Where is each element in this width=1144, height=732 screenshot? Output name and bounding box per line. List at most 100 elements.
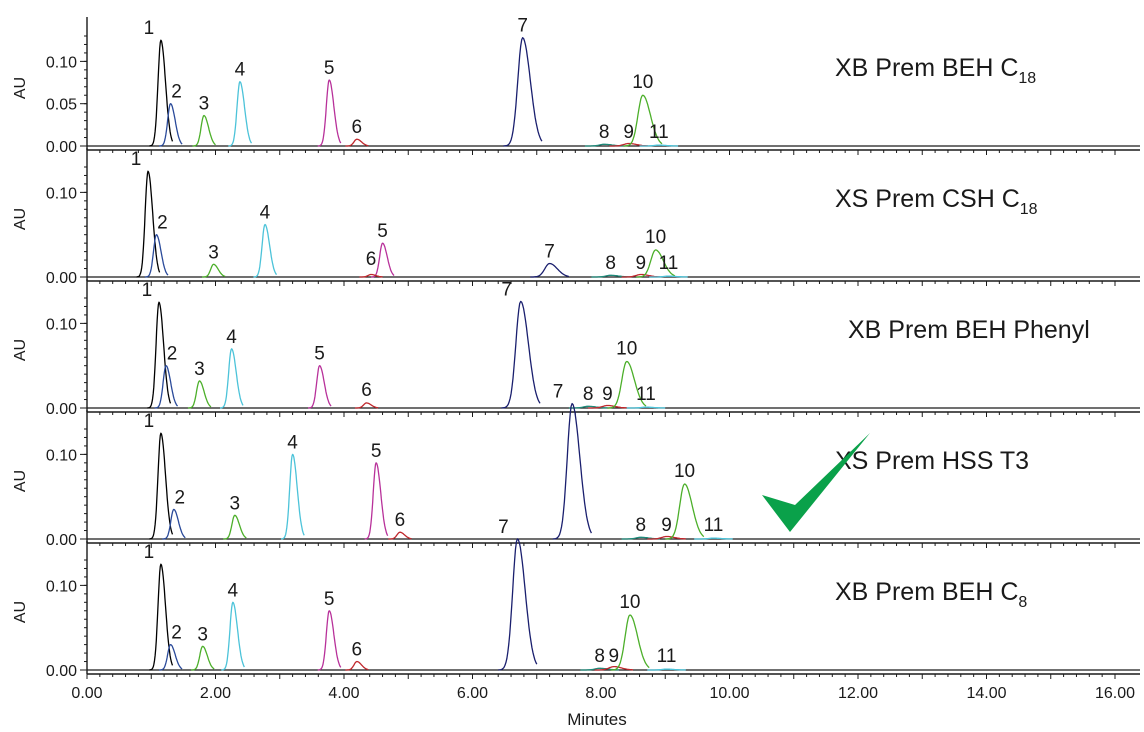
peak-label-9: 9 <box>623 122 634 143</box>
peak-label-7: 7 <box>517 16 528 37</box>
peak-label-9: 9 <box>636 253 647 274</box>
x-tick-label: 14.00 <box>966 685 1006 702</box>
peak-label-6: 6 <box>352 117 363 138</box>
peak-trace-7 <box>552 402 592 540</box>
column-title: XB Prem BEH Phenyl <box>848 316 1090 344</box>
peak-trace-10 <box>636 249 676 278</box>
peak-trace-10 <box>610 614 650 671</box>
column-title: XB Prem BEH C8 <box>835 578 1027 611</box>
peak-label-1: 1 <box>142 280 153 301</box>
y-axis-label: AU <box>12 208 29 230</box>
peak-label-11: 11 <box>636 384 656 405</box>
peak-label-6: 6 <box>366 249 377 270</box>
peak-trace-5 <box>317 79 342 147</box>
peak-trace-3 <box>191 645 215 671</box>
peak-trace-7 <box>530 262 570 278</box>
y-tick-label: 0.10 <box>46 316 77 333</box>
peak-label-10: 10 <box>616 338 637 359</box>
peak-label-7: 7 <box>501 279 512 300</box>
peak-trace-3 <box>187 380 212 409</box>
peak-label-1: 1 <box>144 18 155 39</box>
peak-label-3: 3 <box>229 493 240 514</box>
peak-label-4: 4 <box>260 203 271 224</box>
y-axis-label: AU <box>12 470 29 492</box>
peak-label-5: 5 <box>377 221 388 242</box>
peak-trace-1 <box>149 39 174 147</box>
peak-label-9: 9 <box>661 515 672 536</box>
y-tick-label: 0.10 <box>46 578 77 595</box>
peak-trace-11 <box>639 144 679 147</box>
peak-trace-9 <box>588 404 627 409</box>
peak-label-1: 1 <box>144 542 155 563</box>
peak-trace-4 <box>253 223 278 278</box>
column-title-subscript: 8 <box>1018 594 1027 611</box>
peak-trace-9 <box>594 665 634 671</box>
peak-label-9: 9 <box>602 384 613 405</box>
x-tick-label: 12.00 <box>838 685 878 702</box>
peak-label-8: 8 <box>594 646 605 667</box>
peak-label-8: 8 <box>636 515 647 536</box>
column-title: XS Prem HSS T3 <box>835 447 1029 475</box>
y-tick-label: 0.10 <box>46 447 77 464</box>
x-axis: 0.00 2.00 4.00 6.00 8.00 10.00 12.00 14.00 16.00 <box>71 685 1135 702</box>
peak-label-5: 5 <box>324 58 335 79</box>
peak-label-11: 11 <box>704 515 724 536</box>
peak-label-4: 4 <box>228 580 239 601</box>
peak-label-11: 11 <box>657 646 677 667</box>
peak-trace-10 <box>607 360 647 409</box>
y-axis-label: AU <box>12 77 29 99</box>
peak-trace-6 <box>359 273 383 278</box>
peak-label-1: 1 <box>131 149 142 170</box>
peak-trace-2 <box>154 365 179 409</box>
peak-label-2: 2 <box>171 82 182 103</box>
peak-trace-4 <box>228 81 253 147</box>
peak-label-5: 5 <box>314 344 325 365</box>
peak-label-3: 3 <box>197 624 208 645</box>
peak-label-7: 7 <box>498 517 509 538</box>
peak-label-7: 7 <box>544 241 555 262</box>
peak-trace-11 <box>647 668 686 671</box>
peak-trace-4 <box>221 601 245 671</box>
peak-label-4: 4 <box>226 327 237 348</box>
peak-trace-11 <box>694 537 733 540</box>
x-axis-label: Minutes <box>567 710 627 729</box>
peak-trace-5 <box>364 462 389 540</box>
peak-trace-7 <box>498 538 538 671</box>
peak-label-10: 10 <box>619 592 640 613</box>
peak-trace-10 <box>623 94 663 147</box>
peak-trace-6 <box>345 660 369 671</box>
peak-trace-2 <box>158 103 183 147</box>
peak-trace-1 <box>136 170 161 278</box>
peak-label-11: 11 <box>649 122 669 143</box>
peak-trace-3 <box>201 263 226 278</box>
peak-trace-2 <box>144 234 169 278</box>
peak-label-2: 2 <box>167 344 178 365</box>
peak-trace-11 <box>649 275 688 278</box>
peak-label-8: 8 <box>583 384 594 405</box>
y-tick-label: 0.00 <box>46 139 77 156</box>
peak-label-3: 3 <box>208 242 219 263</box>
peak-trace-2 <box>162 508 186 540</box>
peak-label-3: 3 <box>199 94 210 115</box>
x-tick-label: 4.00 <box>328 685 359 702</box>
peak-trace-1 <box>147 301 172 409</box>
x-tick-label: 10.00 <box>709 685 749 702</box>
peak-trace-2 <box>158 643 183 671</box>
peak-label-10: 10 <box>645 227 666 248</box>
check-icon <box>762 433 870 532</box>
y-axis-label: AU <box>12 339 29 361</box>
peak-trace-4 <box>280 453 305 540</box>
peak-trace-9 <box>647 535 686 540</box>
y-tick-label: 0.00 <box>46 663 77 680</box>
x-tick-label: 16.00 <box>1095 685 1135 702</box>
peak-label-2: 2 <box>171 623 182 644</box>
peak-label-9: 9 <box>609 646 620 667</box>
peak-label-10: 10 <box>632 72 653 93</box>
peak-trace-7 <box>503 37 543 147</box>
peak-trace-1 <box>149 432 174 540</box>
peak-label-4: 4 <box>235 60 246 81</box>
